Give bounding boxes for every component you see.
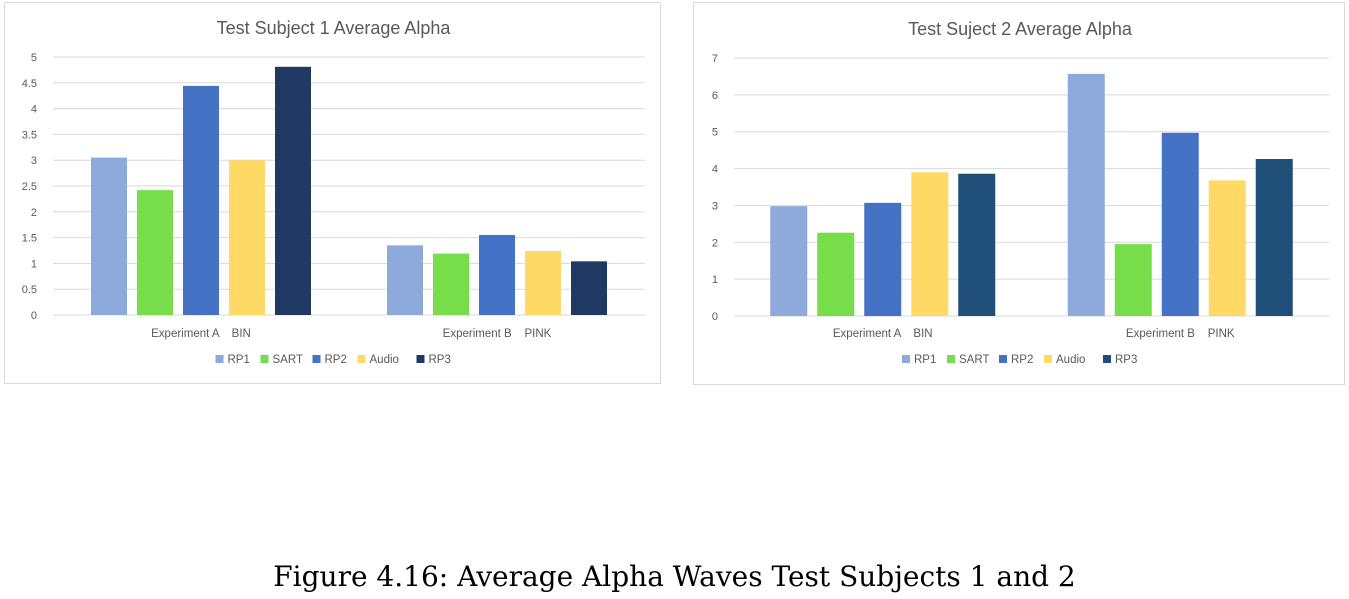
y-tick-label: 0 (712, 311, 718, 323)
bar-audio-experiment-b (525, 251, 561, 315)
legend-label-rp1: RP1 (914, 354, 936, 366)
bar-rp1-experiment-a (770, 206, 808, 316)
legend-swatch-sart (947, 355, 955, 363)
legend-swatch-sart (260, 355, 269, 363)
y-tick-label: 0.5 (22, 284, 37, 296)
bar-rp1-experiment-b (387, 245, 423, 315)
bar-rp3-experiment-a (958, 173, 996, 316)
chart-title: Test Subject 1 Average Alpha (217, 18, 452, 38)
legend-label-sart: SART (959, 354, 989, 366)
y-tick-label: 1.5 (22, 233, 37, 245)
legend-swatch-rp1 (902, 355, 910, 363)
y-tick-label: 4 (712, 164, 718, 176)
legend-label-rp2: RP2 (1011, 354, 1033, 366)
category-label: Experiment A BIN (833, 328, 933, 340)
y-tick-label: 0 (31, 310, 37, 322)
bar-audio-experiment-a (229, 160, 265, 315)
legend-label-rp3: RP3 (1115, 354, 1137, 366)
y-tick-label: 5 (712, 127, 718, 139)
legend-label-sart: SART (273, 354, 303, 366)
bar-rp1-experiment-b (1067, 73, 1105, 316)
bar-sart-experiment-b (433, 253, 469, 315)
y-tick-label: 3 (712, 200, 718, 212)
bar-sart-experiment-b (1114, 244, 1152, 316)
bar-sart-experiment-a (817, 232, 855, 316)
legend-label-rp3: RP3 (429, 354, 451, 366)
bar-rp2-experiment-b (479, 235, 515, 315)
legend-swatch-audio (1044, 355, 1052, 363)
legend-label-audio: Audio (370, 354, 399, 366)
legend-label-rp1: RP1 (228, 354, 250, 366)
bar-rp3-experiment-b (1255, 158, 1293, 316)
legend-swatch-rp3 (416, 355, 425, 363)
chart-panel-subject-2: Test Suject 2 Average Alpha 0 1 2 3 4 5 6 7 Exper… (693, 2, 1345, 385)
figure-caption: Figure 4.16: Average Alpha Waves Test Su… (273, 560, 1076, 593)
y-tick-label: 3 (31, 155, 37, 167)
legend-swatch-rp1 (215, 355, 224, 363)
bar-rp3-experiment-a (275, 66, 311, 315)
category-label: Experiment A BIN (151, 328, 251, 340)
legend-swatch-rp3 (1103, 355, 1111, 363)
chart-svg-subject-2: Test Suject 2 Average Alpha 0 1 2 3 4 5 6 7 Exper… (712, 19, 1329, 366)
y-tick-label: 2 (31, 207, 37, 219)
chart-title: Test Suject 2 Average Alpha (908, 19, 1133, 39)
legend-swatch-rp2 (312, 355, 321, 363)
y-tick-label: 4 (31, 104, 37, 116)
y-tick-label: 2 (712, 237, 718, 249)
category-label: Experiment B PINK (1126, 328, 1235, 340)
legend-swatch-rp2 (999, 355, 1007, 363)
y-tick-label: 5 (31, 52, 37, 64)
bar-rp2-experiment-a (183, 85, 219, 315)
bar-audio-experiment-a (911, 172, 949, 316)
bar-audio-experiment-b (1208, 180, 1246, 316)
chart-svg-subject-1: Test Subject 1 Average Alpha 0 0.5 1 1.5 2 2.5… (22, 18, 645, 366)
y-tick-label: 6 (712, 90, 718, 102)
y-tick-label: 7 (712, 53, 718, 65)
y-tick-label: 4.5 (22, 78, 37, 90)
bar-sart-experiment-a (137, 190, 173, 315)
legend-swatch-audio (357, 355, 366, 363)
bar-rp2-experiment-b (1161, 132, 1199, 316)
y-tick-label: 2.5 (22, 181, 37, 193)
y-tick-label: 1 (31, 258, 37, 270)
legend-label-rp2: RP2 (325, 354, 347, 366)
legend-label-audio: Audio (1056, 354, 1085, 366)
y-tick-label: 1 (712, 274, 718, 286)
y-tick-label: 3.5 (22, 129, 37, 141)
bar-rp1-experiment-a (91, 157, 127, 315)
category-label: Experiment B PINK (443, 328, 552, 340)
bar-rp2-experiment-a (864, 202, 902, 316)
bar-rp3-experiment-b (571, 261, 607, 315)
chart-panel-subject-1: Test Subject 1 Average Alpha 0 0.5 1 1.5 2 2.5… (4, 2, 661, 384)
